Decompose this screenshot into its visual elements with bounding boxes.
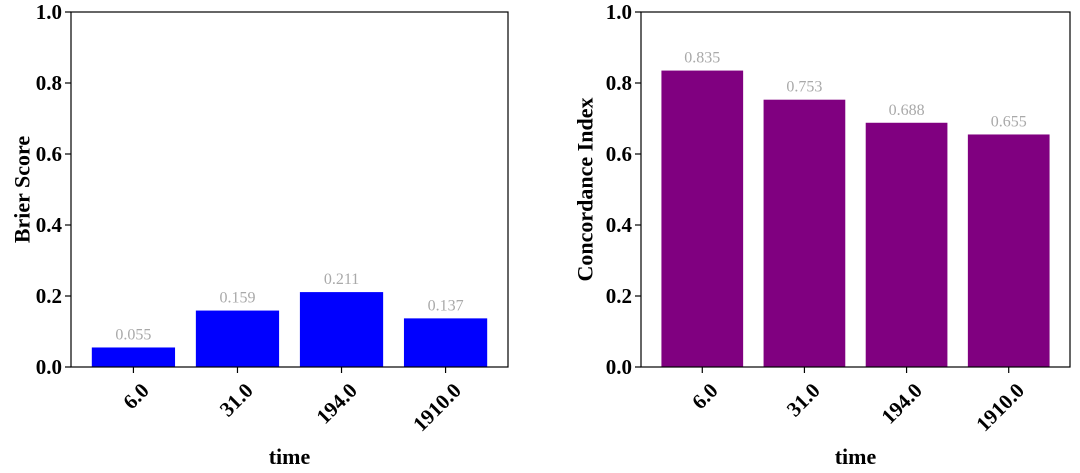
data-label-194.0: 0.688 <box>889 102 925 119</box>
y-tick-label: 0.4 <box>606 213 633 237</box>
plot-frame <box>70 11 509 368</box>
data-label-31.0: 0.159 <box>219 290 255 307</box>
x-tick-label-31.0: 31.0 <box>782 378 825 421</box>
y-tick-label: 0.8 <box>606 71 632 95</box>
chart-panel-1: 0.055 0.159 0.211 0.137 0.0 0.2 0.4 0.6 0.8 1.0 6.… <box>10 0 509 469</box>
x-axis-title: time <box>835 444 877 469</box>
y-tick-label: 1.0 <box>606 0 632 24</box>
y-tick-label: 0.2 <box>36 284 62 308</box>
bar-1910.0 <box>967 134 1050 367</box>
plot-frame <box>640 11 1071 368</box>
x-tick-label-31.0: 31.0 <box>215 378 258 421</box>
data-label-6.0: 0.835 <box>684 50 720 67</box>
x-tick-label-6.0: 6.0 <box>687 378 723 414</box>
y-tick-label: 0.4 <box>36 213 63 237</box>
bar-6.0 <box>91 347 176 367</box>
bar-194.0 <box>299 292 384 367</box>
bar-6.0 <box>661 70 744 367</box>
y-tick-label: 0.6 <box>606 142 632 166</box>
x-tick-label-194.0: 194.0 <box>311 378 361 428</box>
x-tick-label-6.0: 6.0 <box>118 378 154 414</box>
x-axis-title: time <box>269 444 311 469</box>
y-tick-label: 0.8 <box>36 71 62 95</box>
bar-31.0 <box>763 99 846 367</box>
y-axis-title: Brier Score <box>10 136 35 244</box>
data-label-1910.0: 0.655 <box>991 113 1027 130</box>
data-label-6.0: 0.055 <box>115 326 151 343</box>
x-tick-label-1910.0: 1910.0 <box>971 378 1029 436</box>
data-label-31.0: 0.753 <box>786 79 822 96</box>
y-tick-label: 0.0 <box>606 355 632 379</box>
y-tick-label: 0.2 <box>606 284 632 308</box>
data-label-194.0: 0.211 <box>324 271 359 288</box>
x-tick-label-1910.0: 1910.0 <box>408 378 466 436</box>
y-tick-label: 0.6 <box>36 142 62 166</box>
bar-194.0 <box>865 122 948 367</box>
y-tick-label: 0.0 <box>36 355 62 379</box>
y-axis-title: Concordance Index <box>573 98 598 282</box>
bar-31.0 <box>195 310 280 367</box>
bar-1910.0 <box>403 318 488 367</box>
chart-panel-2: 0.835 0.753 0.688 0.655 0.0 0.2 0.4 0.6 0.8 1.0 6.… <box>573 0 1071 469</box>
x-tick-label-194.0: 194.0 <box>876 378 926 428</box>
y-tick-label: 1.0 <box>36 0 62 24</box>
data-label-1910.0: 0.137 <box>428 297 464 314</box>
